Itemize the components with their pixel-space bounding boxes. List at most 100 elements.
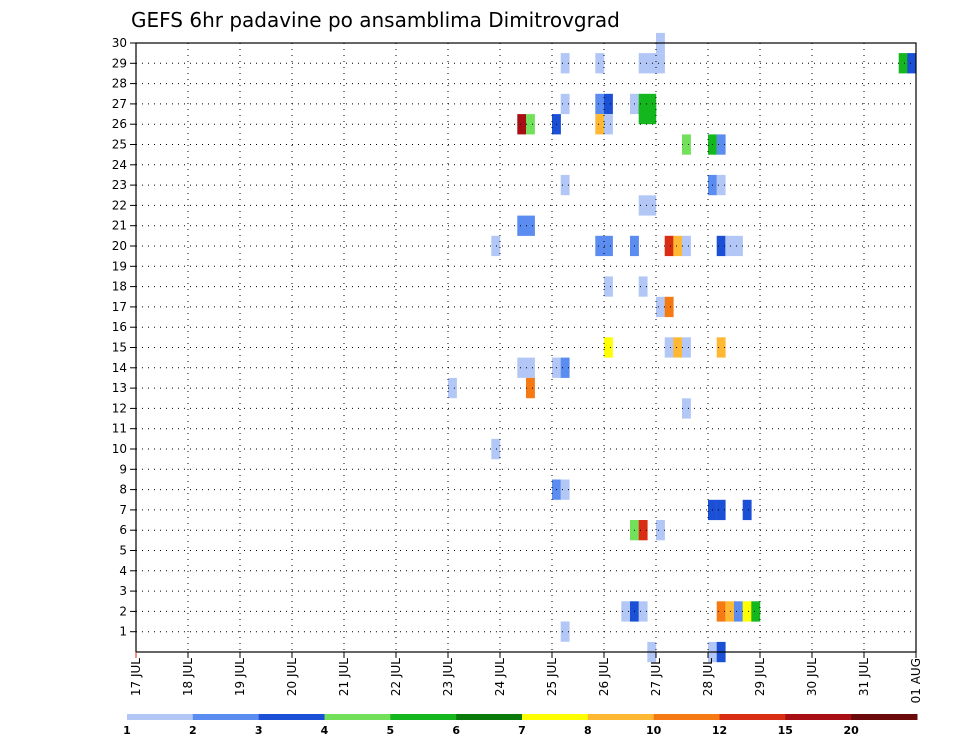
precip-cell-59 xyxy=(560,479,570,500)
precip-cell-30 xyxy=(526,215,535,236)
y-tick-label-2: 2 xyxy=(119,604,127,618)
precip-cell-42 xyxy=(638,276,648,297)
precip-cell-41 xyxy=(604,276,613,297)
precip-cell-57 xyxy=(491,438,501,460)
colorbar-swatch-5 xyxy=(456,714,523,720)
colorbar-swatch-3 xyxy=(324,714,391,720)
precip-cell-48 xyxy=(682,337,691,358)
y-tick-label-9: 9 xyxy=(119,462,127,476)
precip-cell-65 xyxy=(656,520,665,541)
precip-cell-5 xyxy=(560,53,570,74)
precip-cell-10 xyxy=(604,93,613,115)
colorbar-swatch-8 xyxy=(653,714,720,720)
colorbar-legend: 1 2 3 4 5 6 7 8 10 12 15 20 xyxy=(123,714,918,737)
y-tick-label-27: 27 xyxy=(112,97,127,111)
x-tick-label-3: 20 JUL xyxy=(285,658,299,696)
y-axis: 1234567891011121314151617181920212223242… xyxy=(112,36,136,639)
precip-cell-16 xyxy=(517,114,527,135)
precip-cell-47 xyxy=(673,337,683,358)
colorbar-label-0: 1 xyxy=(123,724,131,737)
precip-cell-50 xyxy=(517,357,527,378)
precip-cell-40 xyxy=(734,235,743,257)
precip-cell-55 xyxy=(448,377,457,399)
precip-cell-28 xyxy=(647,195,657,216)
y-tick-label-5: 5 xyxy=(119,544,127,558)
precip-cell-53 xyxy=(560,357,570,378)
precip-cell-35 xyxy=(664,235,674,257)
colorbar-swatch-1 xyxy=(192,714,260,720)
precip-cell-56 xyxy=(682,398,691,419)
y-tick-label-12: 12 xyxy=(112,401,127,415)
y-tick-label-21: 21 xyxy=(112,219,127,233)
precip-cell-74 xyxy=(560,621,570,642)
colorbar-label-9: 12 xyxy=(712,724,727,737)
colorbar-label-4: 5 xyxy=(386,724,394,737)
colorbar-swatch-11 xyxy=(851,714,918,720)
y-tick-label-16: 16 xyxy=(112,320,127,334)
precip-cell-64 xyxy=(638,520,648,541)
colorbar-swatch-10 xyxy=(785,714,852,720)
precip-cell-51 xyxy=(526,357,535,378)
colorbar-swatch-6 xyxy=(522,714,589,720)
y-tick-label-30: 30 xyxy=(112,36,127,50)
precip-cell-29 xyxy=(517,215,527,236)
colorbar-label-11: 20 xyxy=(844,724,860,737)
precip-cell-20 xyxy=(604,114,613,135)
precip-cell-15 xyxy=(647,103,657,125)
precip-cell-54 xyxy=(526,377,535,399)
x-axis: 17 JUL 18 JUL 19 JUL 20 JUL 21 JUL 22 JUL 23 J… xyxy=(129,652,923,703)
y-tick-label-4: 4 xyxy=(119,564,127,578)
precip-cell-7 xyxy=(907,53,917,74)
precip-cell-17 xyxy=(526,114,535,135)
y-tick-label-3: 3 xyxy=(119,584,127,598)
precip-cell-25 xyxy=(716,174,726,196)
colorbar-swatch-4 xyxy=(390,714,457,720)
precip-cell-46 xyxy=(664,337,674,358)
precip-cell-69 xyxy=(716,601,726,622)
colorbar-swatch-0 xyxy=(127,714,194,720)
y-tick-label-24: 24 xyxy=(112,158,127,172)
y-tick-label-19: 19 xyxy=(112,259,127,273)
y-tick-label-1: 1 xyxy=(119,625,127,639)
precip-cell-45 xyxy=(604,337,613,358)
y-tick-label-26: 26 xyxy=(112,117,127,131)
x-tick-label-5: 22 JUL xyxy=(389,658,403,696)
y-tick-label-23: 23 xyxy=(112,178,127,192)
precip-cell-2 xyxy=(647,53,657,74)
precip-cell-8 xyxy=(560,93,570,115)
precip-cell-72 xyxy=(742,601,752,622)
y-tick-label-7: 7 xyxy=(119,503,127,517)
x-tick-label-11: 28 JUL xyxy=(701,658,715,696)
precip-cell-66 xyxy=(621,601,631,622)
precip-cell-14 xyxy=(638,103,648,125)
y-tick-label-17: 17 xyxy=(112,300,127,314)
precip-cell-23 xyxy=(716,134,726,155)
colorbar-swatch-9 xyxy=(719,714,786,720)
colorbar-label-8: 10 xyxy=(646,724,662,737)
y-tick-label-29: 29 xyxy=(112,56,127,70)
precip-cell-49 xyxy=(716,337,726,358)
colorbar-swatch-2 xyxy=(258,714,325,720)
precip-cell-9 xyxy=(595,93,605,115)
precip-cell-27 xyxy=(638,195,648,216)
y-tick-label-22: 22 xyxy=(112,198,127,212)
precip-cell-73 xyxy=(751,601,761,622)
precip-cell-70 xyxy=(725,601,735,622)
x-tick-label-4: 21 JUL xyxy=(337,658,351,696)
precip-cell-36 xyxy=(673,235,683,257)
precip-cell-6 xyxy=(898,53,908,74)
grid-lines xyxy=(136,42,916,652)
precip-cell-62 xyxy=(742,499,752,521)
x-tick-label-9: 26 JUL xyxy=(597,658,611,696)
colorbar-label-6: 7 xyxy=(518,724,526,737)
colorbar-label-5: 6 xyxy=(452,724,460,737)
x-tick-label-14: 31 JUL xyxy=(857,658,871,696)
precip-cell-61 xyxy=(716,499,726,521)
precip-cell-68 xyxy=(638,601,648,622)
y-tick-label-6: 6 xyxy=(119,523,127,537)
colorbar-label-10: 15 xyxy=(778,724,793,737)
precip-cell-19 xyxy=(595,114,605,135)
x-tick-label-0: 17 JUL xyxy=(129,658,143,696)
y-tick-label-8: 8 xyxy=(119,483,127,497)
